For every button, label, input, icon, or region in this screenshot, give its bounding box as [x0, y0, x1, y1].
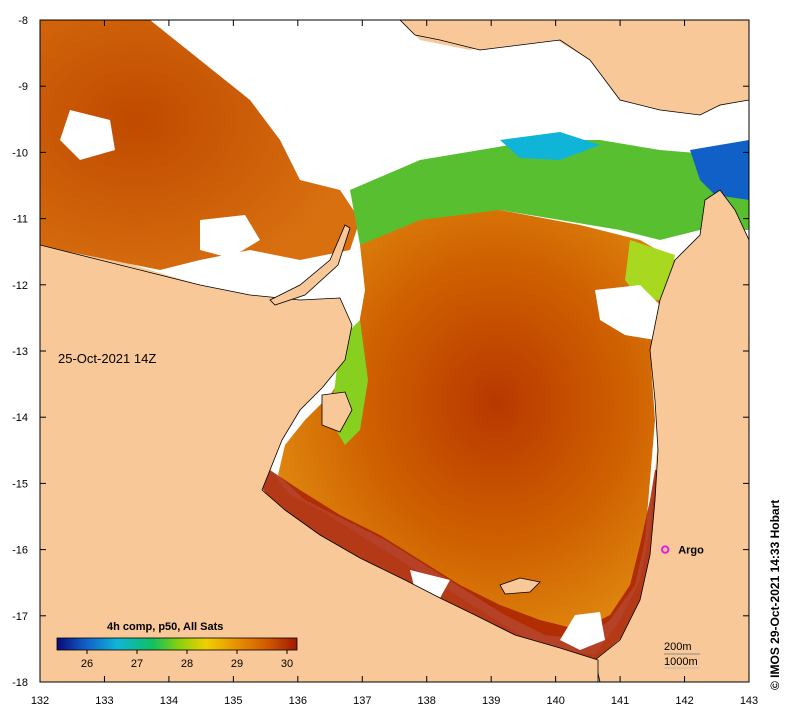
x-tick-label: 133 [95, 695, 113, 707]
x-tick-label: 139 [482, 695, 500, 707]
y-tick-label: -14 [12, 412, 28, 424]
y-tick-label: -10 [12, 147, 28, 159]
y-tick-label: -12 [12, 280, 28, 292]
sst-gulf [278, 210, 675, 640]
x-tick-label: 135 [224, 695, 242, 707]
sst-cool-patch [690, 140, 749, 200]
no-data-cape-york [595, 285, 665, 340]
argo-label: Argo [678, 545, 704, 557]
x-tick-label: 143 [740, 695, 758, 707]
land-mornington [499, 577, 541, 595]
x-tick-label: 138 [418, 695, 436, 707]
land-cape-york [594, 189, 749, 682]
land-new-guinea [399, 20, 749, 116]
isobath-legend: 200m 1000m [664, 641, 700, 669]
x-tick-label: 142 [675, 695, 693, 707]
y-tick-label: -8 [18, 15, 28, 27]
colorbar-title: 4h comp, p50, All Sats [107, 621, 223, 633]
y-tick-label: -11 [13, 214, 28, 226]
sst-cyan-patch [500, 132, 600, 160]
sst-northwest [40, 20, 360, 270]
x-tick-label: 134 [160, 695, 178, 707]
x-tick-label: 141 [611, 695, 629, 707]
land-wessel-islands [269, 224, 351, 306]
colorbar-ticks: 26 27 28 29 30 [81, 650, 293, 670]
colorbar-tick-label: 29 [231, 658, 243, 670]
colorbar: 4h comp, p50, All Sats 26 27 28 29 30 [56, 621, 298, 670]
x-tick-label: 132 [31, 695, 49, 707]
x-tick-label: 137 [353, 695, 371, 707]
land-groote-eylandt [321, 391, 353, 433]
argo-marker: Argo [661, 545, 704, 557]
y-tick-label: -18 [12, 677, 28, 689]
isobath-1000m-label: 1000m [664, 656, 698, 668]
no-data-west [200, 215, 260, 258]
y-tick-label: -16 [12, 545, 28, 557]
y-tick-label: -15 [12, 478, 28, 490]
y-tick-label: -13 [12, 346, 28, 358]
isobath-200m-label: 200m [664, 641, 692, 653]
colorbar-ramp [56, 637, 298, 651]
land-arnhem [40, 244, 599, 682]
y-axis: -8 -9 -10 -11 -12 -13 -14 -15 -16 -17 -18 [12, 15, 749, 689]
colorbar-tick-label: 30 [281, 658, 293, 670]
y-tick-label: -17 [12, 611, 28, 623]
date-label: 25-Oct-2021 14Z [58, 351, 156, 366]
argo-float-icon [661, 545, 670, 554]
no-data-northwest [60, 110, 115, 160]
credit-text: © IMOS 29-Oct-2021 14:33 Hobart [768, 500, 782, 690]
colorbar-tick-label: 26 [81, 658, 93, 670]
no-data-southeast [560, 612, 605, 650]
sst-east-green [625, 240, 675, 300]
y-tick-label: -9 [18, 81, 28, 93]
x-tick-label: 136 [289, 695, 307, 707]
map-plot [40, 20, 749, 682]
x-axis: 132 133 134 135 136 137 138 139 140 141 142 143 [31, 20, 758, 707]
x-tick-label: 140 [546, 695, 564, 707]
colorbar-tick-label: 28 [181, 658, 193, 670]
colorbar-tick-label: 27 [131, 658, 143, 670]
